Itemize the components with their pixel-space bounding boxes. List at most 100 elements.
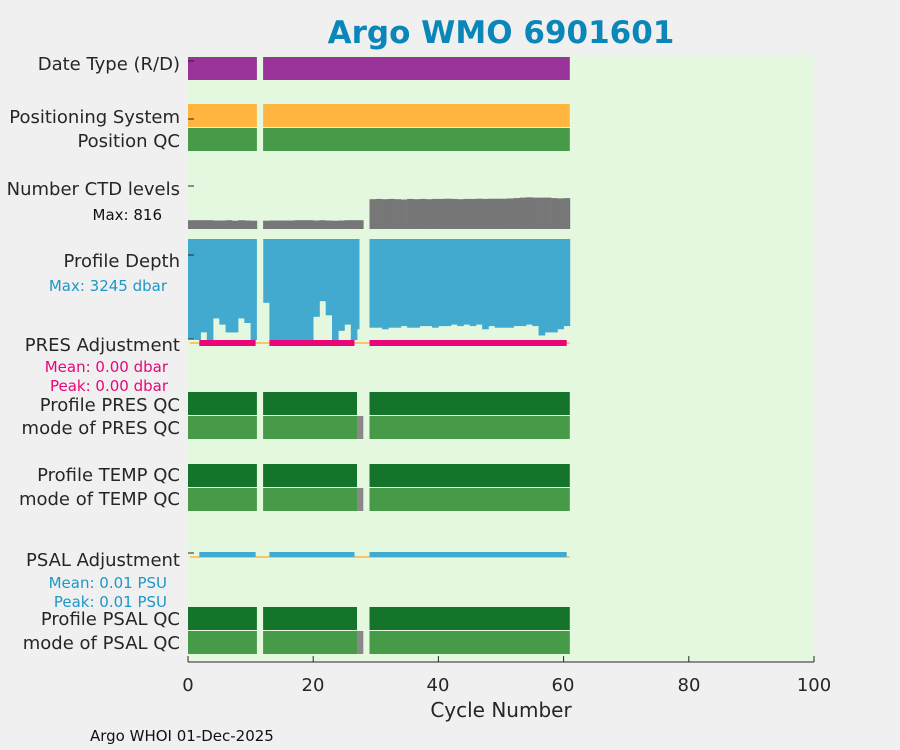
annotation-psal-mean: Mean: 0.01 PSU bbox=[49, 574, 167, 592]
profile-depth-bar bbox=[501, 239, 508, 328]
profile-depth-bar bbox=[444, 239, 452, 327]
profile-depth-bar bbox=[450, 239, 458, 325]
profile-temp-qc-bar bbox=[188, 464, 257, 487]
annotation-ctd-max: Max: 816 bbox=[93, 206, 162, 224]
label-profile-temp-qc: Profile TEMP QC bbox=[37, 465, 180, 486]
profile-depth-bar bbox=[438, 239, 445, 327]
ctd-levels-bar bbox=[469, 198, 477, 229]
ctd-levels-bar bbox=[275, 220, 283, 229]
label-positioning-system: Positioning System bbox=[9, 107, 180, 128]
ctd-levels-bar bbox=[325, 220, 333, 229]
ctd-levels-bar bbox=[294, 220, 301, 229]
mode-temp-qc-bar-gap bbox=[357, 488, 364, 511]
profile-depth-bar bbox=[300, 239, 308, 340]
plot-area bbox=[188, 55, 814, 662]
profile-depth-bar bbox=[200, 239, 208, 333]
mode-pres-qc-bar bbox=[369, 416, 570, 439]
x-tick-label: 60 bbox=[552, 675, 575, 696]
mode-temp-qc-bar bbox=[263, 488, 357, 511]
profile-depth-bar bbox=[288, 239, 295, 340]
profile-depth-bar bbox=[269, 239, 276, 340]
ctd-levels-bar bbox=[332, 220, 339, 229]
ctd-levels-bar bbox=[551, 198, 558, 229]
profile-temp-qc-bar bbox=[369, 464, 570, 487]
profile-depth-bar bbox=[407, 239, 414, 328]
profile-depth-bar bbox=[194, 239, 201, 340]
ctd-levels-bar bbox=[526, 197, 533, 229]
profile-depth-bar bbox=[213, 239, 220, 319]
mode-temp-qc-bar bbox=[369, 488, 570, 511]
profile-depth-bar bbox=[526, 239, 533, 325]
profile-depth-bar bbox=[388, 239, 395, 328]
ctd-levels-bar bbox=[244, 220, 251, 229]
profile-depth-bar bbox=[332, 239, 339, 340]
profile-depth-bar bbox=[231, 239, 239, 333]
ctd-levels-bar bbox=[538, 197, 546, 229]
x-axis-label: Cycle Number bbox=[430, 698, 572, 722]
profile-depth-bar bbox=[419, 239, 427, 327]
ctd-levels-bar bbox=[188, 220, 195, 229]
data-gap bbox=[256, 239, 264, 340]
ctd-levels-bar bbox=[400, 199, 408, 229]
ctd-levels-bar bbox=[482, 198, 489, 229]
profile-psal-qc-bar bbox=[188, 607, 257, 630]
pres-adj-bar bbox=[199, 340, 256, 346]
data-gap bbox=[359, 239, 367, 340]
profile-psal-qc-bar bbox=[369, 607, 570, 630]
profile-depth-bar bbox=[188, 239, 195, 339]
ctd-levels-bar bbox=[350, 220, 358, 229]
profile-depth-bar bbox=[263, 239, 270, 303]
profile-depth-bar bbox=[469, 239, 477, 327]
profile-depth-bar bbox=[219, 239, 226, 325]
ctd-levels-bar bbox=[438, 198, 445, 229]
ctd-levels-bar bbox=[557, 198, 564, 229]
profile-depth-bar bbox=[488, 239, 496, 327]
label-mode-pres-qc: mode of PRES QC bbox=[22, 418, 180, 439]
ctd-levels-bar bbox=[219, 220, 226, 229]
profile-depth-bar bbox=[369, 239, 377, 328]
profile-depth-bar bbox=[557, 239, 564, 330]
ctd-levels-bar bbox=[238, 220, 245, 229]
mode-psal-qc-bar-gap bbox=[357, 631, 364, 654]
ctd-levels-bar bbox=[488, 198, 496, 229]
positioning-bar bbox=[263, 104, 570, 127]
ctd-levels-bar bbox=[519, 197, 527, 229]
ctd-levels-bar bbox=[419, 198, 427, 229]
profile-pres-qc-bar bbox=[263, 392, 357, 415]
ctd-levels-bar bbox=[563, 198, 571, 229]
mode-psal-qc-bar bbox=[369, 631, 570, 654]
profile-depth-bar bbox=[350, 239, 358, 340]
position-qc-bar bbox=[263, 128, 570, 151]
x-tick-label: 40 bbox=[427, 675, 450, 696]
profile-psal-qc-bar bbox=[263, 607, 357, 630]
ctd-levels-bar bbox=[544, 197, 552, 229]
label-position-qc: Position QC bbox=[77, 131, 180, 152]
profile-depth-bar bbox=[463, 239, 470, 325]
profile-depth-bar bbox=[482, 239, 489, 330]
profile-depth-bar bbox=[413, 239, 420, 328]
profile-depth-bar bbox=[432, 239, 439, 328]
psal-adj-bar bbox=[199, 552, 256, 557]
profile-depth-bar bbox=[551, 239, 558, 333]
label-date-type: Date Type (R/D) bbox=[38, 54, 180, 75]
x-tick-label: 20 bbox=[302, 675, 325, 696]
annotation-depth-max: Max: 3245 dbar bbox=[49, 277, 168, 295]
ctd-levels-bar bbox=[513, 198, 521, 229]
x-tick-label: 100 bbox=[797, 675, 831, 696]
ctd-levels-bar bbox=[269, 220, 276, 229]
ctd-levels-bar bbox=[413, 199, 420, 229]
profile-depth-bar bbox=[507, 239, 514, 328]
label-profile-depth: Profile Depth bbox=[63, 251, 180, 272]
position-qc-bar bbox=[188, 128, 257, 151]
ctd-levels-bar bbox=[300, 220, 308, 229]
mode-psal-qc-bar bbox=[263, 631, 357, 654]
ctd-levels-bar bbox=[394, 199, 402, 229]
label-pres-adjustment: PRES Adjustment bbox=[25, 335, 180, 356]
profile-depth-bar bbox=[325, 239, 333, 316]
ctd-levels-bar bbox=[194, 220, 201, 229]
ctd-levels-bar bbox=[450, 198, 458, 229]
profile-depth-bar bbox=[306, 239, 314, 340]
positioning-bar bbox=[188, 104, 257, 127]
annotation-psal-peak: Peak: 0.01 PSU bbox=[54, 593, 167, 611]
profile-depth-bar bbox=[400, 239, 408, 327]
